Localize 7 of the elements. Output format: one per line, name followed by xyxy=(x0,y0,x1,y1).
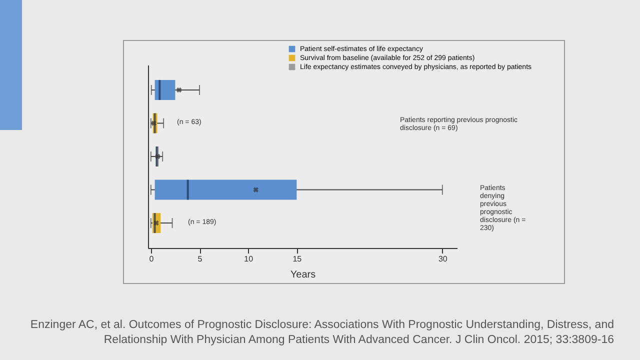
x-tick-label: 30 xyxy=(438,254,448,264)
x-tick-label: 0 xyxy=(149,254,154,264)
x-tick-label: 15 xyxy=(292,254,302,264)
x-tick-label: 5 xyxy=(198,254,203,264)
x-axis-title: Years xyxy=(290,270,316,280)
text: Enzinger AC, et al. Outcomes of Prognostic Disclosure: Associations With Prognostic Understanding, Distress, and Relationship With Physician Among Patients With Advanced Cancer. J Clin Oncol. 2015; 33:3809-16 xyxy=(29,318,614,348)
x-tick-label: 10 xyxy=(244,254,254,264)
